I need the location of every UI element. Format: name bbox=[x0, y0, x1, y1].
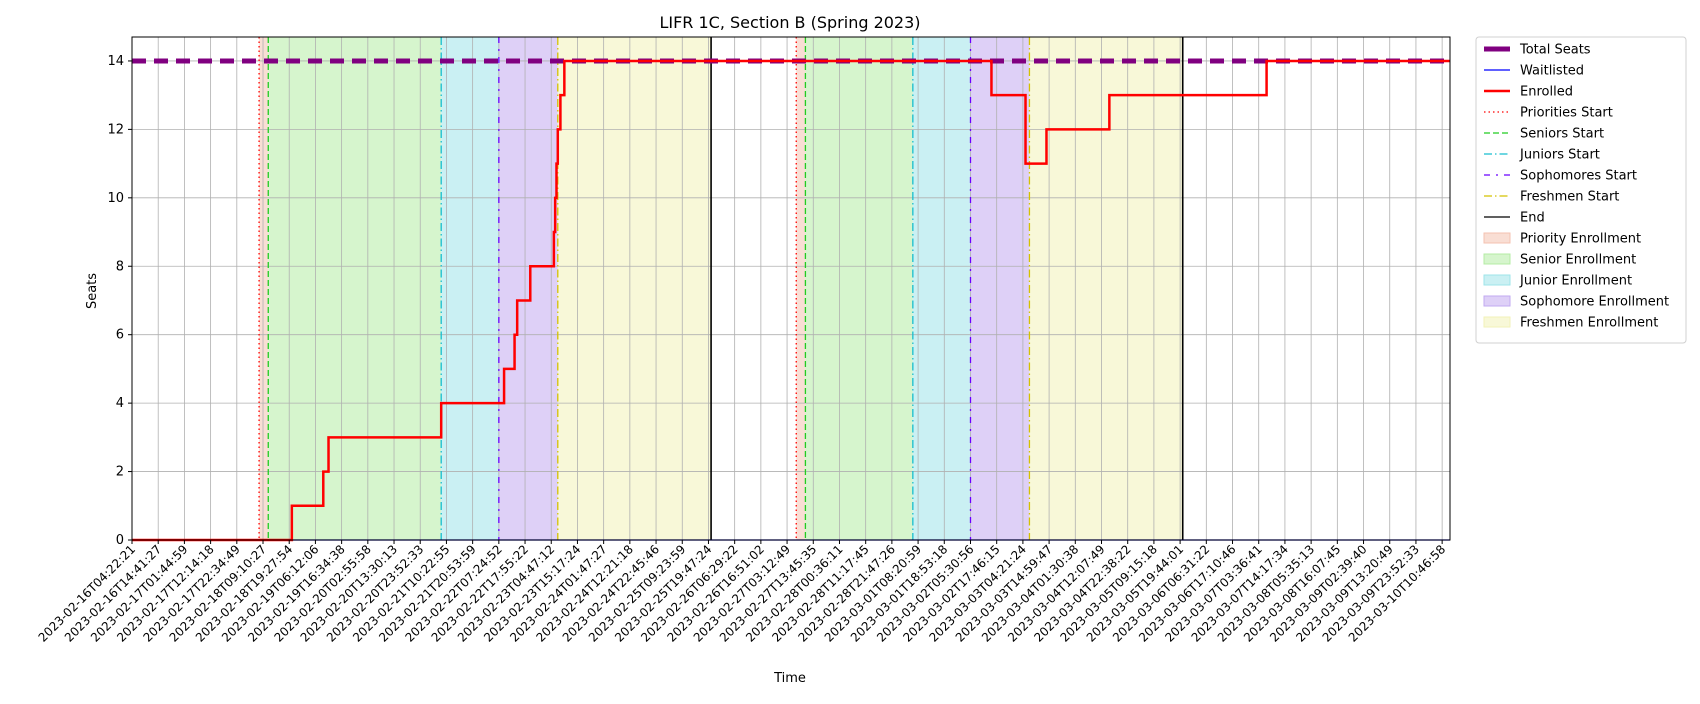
legend-item-junior-enrollment: Junior Enrollment bbox=[1483, 274, 1632, 289]
enrollment-regions bbox=[259, 37, 1183, 540]
legend-item-freshmen-enrollment: Freshmen Enrollment bbox=[1483, 316, 1658, 331]
y-axis-ticks: 0 2 4 6 8 10 12 14 bbox=[107, 54, 132, 548]
x-axis-label: Time bbox=[773, 671, 806, 686]
legend-label: Enrolled bbox=[1520, 85, 1573, 100]
legend-label: Freshmen Start bbox=[1520, 190, 1619, 205]
legend-item-waitlisted: Waitlisted bbox=[1484, 64, 1584, 79]
junior-enrollment-region bbox=[912, 37, 971, 540]
freshmen-enrollment-region bbox=[557, 37, 712, 540]
legend-label: Total Seats bbox=[1519, 43, 1591, 58]
chart-title: LIFR 1C, Section B (Spring 2023) bbox=[659, 13, 920, 32]
grid-lines bbox=[131, 37, 1450, 541]
x-axis-ticks: 2023-02-16T04:22:212023-02-16T14:41:2720… bbox=[36, 540, 1448, 645]
legend-item-seniors-start: Seniors Start bbox=[1484, 127, 1604, 142]
legend-swatch bbox=[1483, 253, 1511, 265]
legend-swatch bbox=[1483, 295, 1511, 307]
legend-item-enrolled: Enrolled bbox=[1484, 85, 1573, 100]
legend-item-senior-enrollment: Senior Enrollment bbox=[1483, 253, 1636, 268]
legend-item-sophomore-enrollment: Sophomore Enrollment bbox=[1483, 295, 1669, 310]
y-tick-label: 2 bbox=[116, 465, 124, 480]
senior-enrollment-region bbox=[805, 37, 913, 540]
legend-item-priorities-start: Priorities Start bbox=[1484, 106, 1613, 121]
legend-swatch bbox=[1483, 316, 1511, 328]
y-tick-label: 4 bbox=[116, 396, 124, 411]
legend-item-total-seats: Total Seats bbox=[1484, 43, 1591, 58]
legend-box bbox=[1475, 36, 1687, 344]
freshmen-enrollment-region bbox=[1029, 37, 1183, 540]
sophomore-enrollment-region bbox=[498, 37, 558, 540]
chart-legend: Total Seats Waitlisted Enrolled Priorities … bbox=[1475, 36, 1687, 344]
legend-label: Senior Enrollment bbox=[1520, 253, 1636, 268]
y-tick-label: 0 bbox=[116, 533, 124, 548]
legend-swatch bbox=[1483, 274, 1511, 286]
y-tick-label: 6 bbox=[116, 328, 124, 343]
legend-item-end: End bbox=[1484, 211, 1545, 226]
legend-label: Sophomores Start bbox=[1520, 169, 1637, 184]
period-start-markers bbox=[258, 37, 1184, 540]
priority-enrollment-region bbox=[259, 37, 269, 540]
legend-item-juniors-start: Juniors Start bbox=[1484, 148, 1600, 163]
plot-frame bbox=[131, 36, 1451, 541]
senior-enrollment-region bbox=[268, 37, 442, 540]
y-tick-label: 8 bbox=[116, 259, 124, 274]
legend-label: Priority Enrollment bbox=[1520, 232, 1641, 247]
legend-item-freshmen-start: Freshmen Start bbox=[1484, 190, 1619, 205]
legend-label: Juniors Start bbox=[1519, 148, 1600, 163]
legend-label: Sophomore Enrollment bbox=[1520, 295, 1669, 310]
junior-enrollment-region bbox=[441, 37, 499, 540]
legend-label: Waitlisted bbox=[1520, 64, 1584, 79]
legend-item-sophomores-start: Sophomores Start bbox=[1484, 169, 1637, 184]
y-tick-label: 12 bbox=[107, 122, 124, 137]
enrolled-series-line bbox=[132, 59, 1450, 542]
legend-label: Freshmen Enrollment bbox=[1520, 316, 1658, 331]
legend-label: Seniors Start bbox=[1520, 127, 1604, 142]
y-tick-label: 10 bbox=[107, 191, 124, 206]
y-axis-label: Seats bbox=[85, 273, 100, 309]
legend-swatch bbox=[1483, 232, 1511, 244]
priority-enrollment-region bbox=[796, 37, 806, 540]
legend-label: End bbox=[1520, 211, 1545, 226]
legend-label: Junior Enrollment bbox=[1519, 274, 1632, 289]
legend-label: Priorities Start bbox=[1520, 106, 1613, 121]
y-tick-label: 14 bbox=[107, 54, 124, 69]
sophomore-enrollment-region bbox=[970, 37, 1030, 540]
legend-item-priority-enrollment: Priority Enrollment bbox=[1483, 232, 1641, 247]
